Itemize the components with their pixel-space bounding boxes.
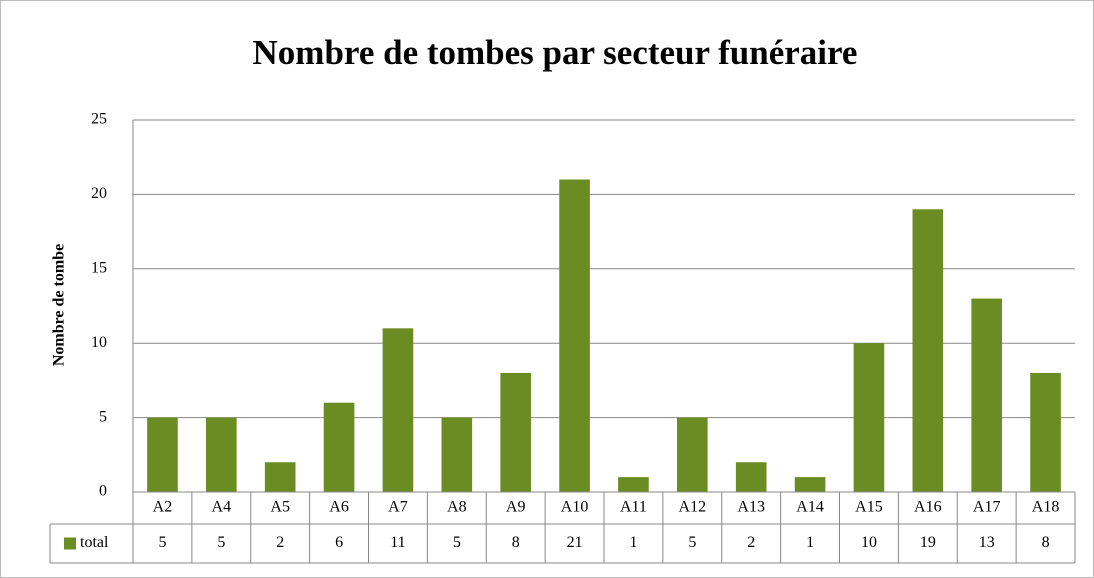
data-table-value: 10 [861, 534, 877, 551]
x-tick-label: A13 [737, 499, 765, 516]
data-table-value: 1 [629, 534, 637, 551]
x-tick-label: A10 [561, 499, 589, 516]
y-tick-label: 15 [91, 259, 107, 276]
bar [323, 402, 355, 492]
x-tick-label: A7 [388, 499, 408, 516]
chart-title: Nombre de tombes par secteur funéraire [253, 33, 858, 72]
data-table-value: 8 [1042, 534, 1050, 551]
y-tick-label: 25 [91, 111, 107, 128]
bar [1030, 372, 1061, 492]
x-tick-label: A15 [855, 499, 883, 516]
data-table-value: 5 [158, 534, 166, 551]
y-tick-label: 0 [99, 483, 107, 500]
bar [382, 328, 414, 492]
bar [147, 417, 178, 492]
x-tick-label: A2 [153, 499, 173, 516]
x-tick-label: A9 [506, 499, 526, 516]
bar [206, 417, 237, 492]
bar [853, 343, 885, 492]
data-table-value: 5 [453, 534, 461, 551]
x-tick-label: A16 [914, 499, 942, 516]
x-tick-label: A5 [270, 499, 290, 516]
legend-swatch [64, 537, 76, 550]
legend-label: total [80, 534, 109, 551]
data-table-value: 6 [335, 534, 343, 551]
bar [559, 179, 590, 492]
bar [618, 477, 649, 492]
x-tick-label: A11 [620, 499, 647, 516]
bar [735, 462, 767, 492]
data-table-value: 19 [920, 534, 936, 551]
x-tick-label: A14 [796, 499, 824, 516]
x-tick-label: A4 [212, 499, 232, 516]
data-table-value: 2 [276, 534, 284, 551]
x-tick-label: A6 [329, 499, 349, 516]
data-table-value: 5 [688, 534, 696, 551]
data-table-value: 11 [390, 534, 405, 551]
bar [912, 209, 944, 492]
bar [971, 298, 1002, 492]
x-tick-label: A17 [973, 499, 1001, 516]
bar [794, 477, 826, 492]
x-tick-label: A12 [679, 499, 707, 516]
y-axis-label: Nombre de tombe [51, 244, 68, 366]
data-table-value: 21 [567, 534, 583, 551]
bar [264, 462, 296, 492]
data-table-value: 8 [512, 534, 520, 551]
data-table-value: 5 [217, 534, 225, 551]
data-table-value: 13 [979, 534, 995, 551]
y-tick-label: 20 [91, 185, 107, 202]
bar [677, 417, 708, 492]
data-table-value: 1 [806, 534, 814, 551]
y-tick-label: 5 [99, 408, 107, 425]
x-tick-label: A8 [447, 499, 467, 516]
bar [441, 417, 473, 492]
x-tick-label: A18 [1032, 499, 1060, 516]
bar [500, 372, 531, 492]
data-table-value: 2 [747, 534, 755, 551]
y-tick-label: 10 [91, 334, 107, 351]
